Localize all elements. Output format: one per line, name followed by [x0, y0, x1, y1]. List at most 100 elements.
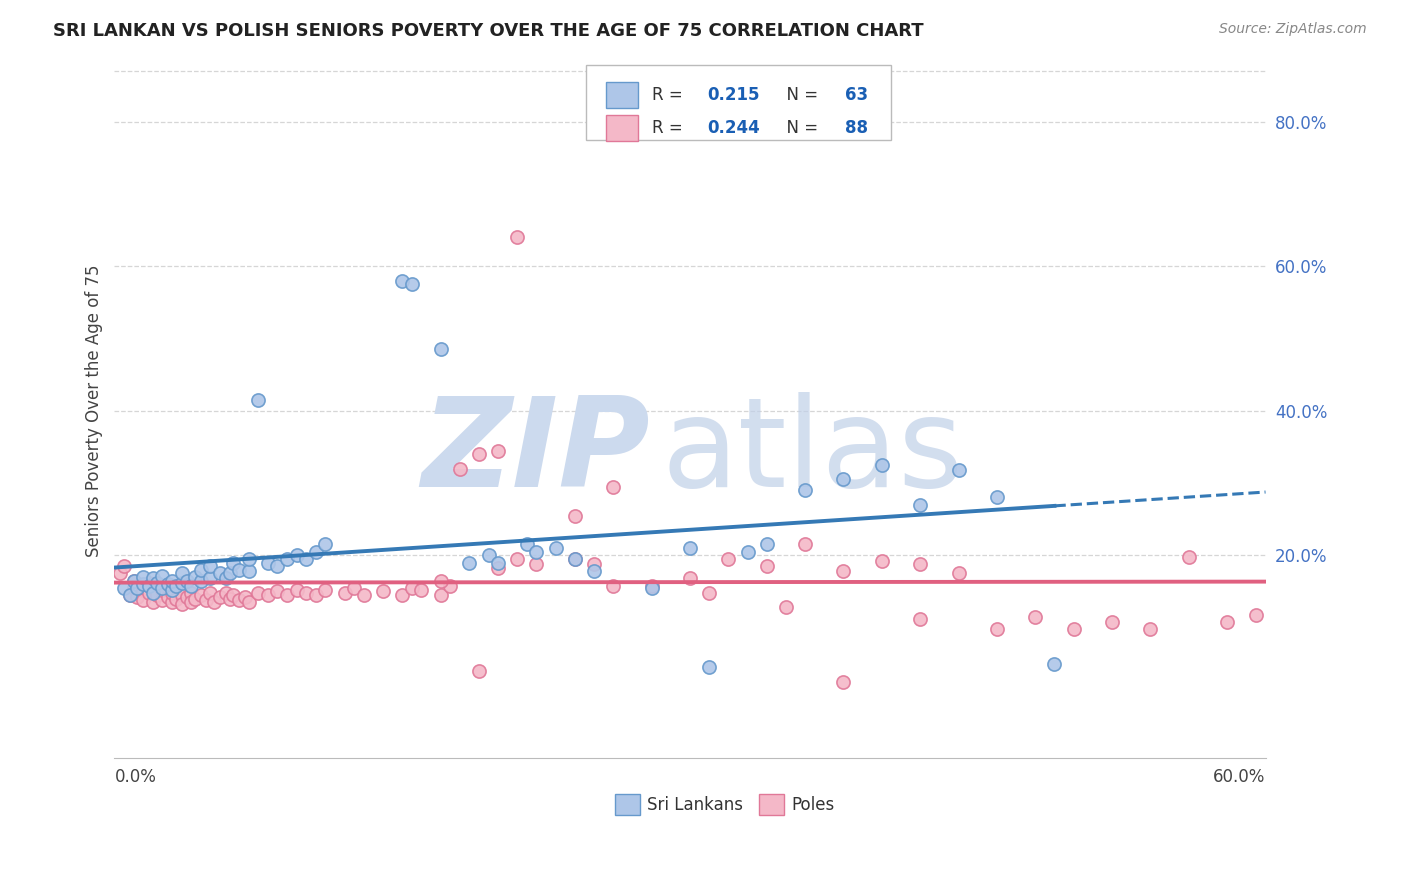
Point	[276, 552, 298, 566]
Point	[564, 552, 586, 566]
Point	[697, 660, 720, 674]
Point	[145, 588, 167, 602]
Text: N =: N =	[776, 119, 824, 137]
Point	[1216, 615, 1239, 629]
Point	[208, 566, 231, 581]
Point	[986, 491, 1008, 505]
Text: 0.0%: 0.0%	[114, 768, 156, 787]
Point	[506, 230, 529, 244]
Point	[314, 537, 336, 551]
Point	[1244, 607, 1267, 622]
Point	[170, 588, 193, 602]
Point	[138, 586, 160, 600]
Point	[544, 541, 567, 555]
Point	[1139, 622, 1161, 636]
Point	[132, 582, 155, 597]
Point	[516, 537, 538, 551]
Point	[138, 575, 160, 590]
Point	[755, 537, 778, 551]
Point	[176, 574, 198, 588]
Point	[122, 574, 145, 588]
Point	[295, 552, 318, 566]
Point	[215, 586, 238, 600]
Point	[160, 582, 183, 597]
Point	[157, 577, 180, 591]
Text: Source: ZipAtlas.com: Source: ZipAtlas.com	[1219, 22, 1367, 37]
Point	[142, 586, 165, 600]
Text: 0.215: 0.215	[707, 86, 759, 103]
Point	[150, 593, 173, 607]
Point	[200, 571, 222, 585]
Point	[112, 581, 135, 595]
Text: R =: R =	[652, 119, 688, 137]
Point	[170, 598, 193, 612]
Point	[202, 595, 225, 609]
Point	[218, 566, 240, 581]
Point	[1101, 615, 1123, 629]
Text: N =: N =	[776, 86, 824, 103]
Point	[411, 582, 433, 597]
Point	[1177, 549, 1199, 564]
Point	[138, 579, 160, 593]
Point	[333, 586, 356, 600]
FancyBboxPatch shape	[616, 794, 641, 815]
Point	[112, 559, 135, 574]
Point	[439, 579, 461, 593]
Point	[170, 566, 193, 581]
Point	[679, 541, 702, 555]
Text: atlas: atlas	[661, 392, 963, 513]
Point	[228, 593, 250, 607]
Point	[247, 392, 270, 407]
Point	[238, 564, 260, 578]
Point	[640, 579, 662, 593]
Point	[564, 552, 586, 566]
Point	[832, 674, 855, 689]
Point	[184, 570, 207, 584]
Point	[266, 559, 288, 574]
Point	[948, 463, 970, 477]
Point	[486, 556, 509, 570]
Text: 0.244: 0.244	[707, 119, 761, 137]
Point	[314, 582, 336, 597]
Point	[276, 588, 298, 602]
Text: SRI LANKAN VS POLISH SENIORS POVERTY OVER THE AGE OF 75 CORRELATION CHART: SRI LANKAN VS POLISH SENIORS POVERTY OVE…	[53, 22, 924, 40]
Point	[170, 575, 193, 590]
Text: 88: 88	[845, 119, 869, 137]
FancyBboxPatch shape	[586, 65, 891, 140]
Point	[132, 570, 155, 584]
Point	[180, 595, 202, 609]
FancyBboxPatch shape	[759, 794, 785, 815]
Point	[165, 579, 187, 593]
Point	[122, 581, 145, 595]
Point	[526, 557, 548, 571]
Point	[127, 590, 149, 604]
Point	[150, 568, 173, 582]
Text: R =: R =	[652, 86, 688, 103]
Point	[343, 581, 366, 595]
Point	[948, 566, 970, 581]
Point	[401, 581, 423, 595]
Point	[150, 582, 173, 597]
Point	[986, 622, 1008, 636]
Point	[582, 564, 605, 578]
Point	[176, 590, 198, 604]
Point	[190, 574, 212, 588]
Point	[468, 447, 491, 461]
Point	[160, 595, 183, 609]
Point	[794, 537, 817, 551]
Point	[142, 595, 165, 609]
Point	[468, 664, 491, 678]
Text: 63: 63	[845, 86, 869, 103]
Point	[238, 552, 260, 566]
Point	[429, 574, 451, 588]
Point	[160, 574, 183, 588]
Point	[132, 577, 155, 591]
Point	[679, 571, 702, 585]
Point	[195, 593, 218, 607]
Point	[1024, 609, 1046, 624]
Point	[122, 574, 145, 588]
Point	[190, 588, 212, 602]
Point	[640, 581, 662, 595]
Point	[582, 557, 605, 571]
Point	[371, 584, 394, 599]
